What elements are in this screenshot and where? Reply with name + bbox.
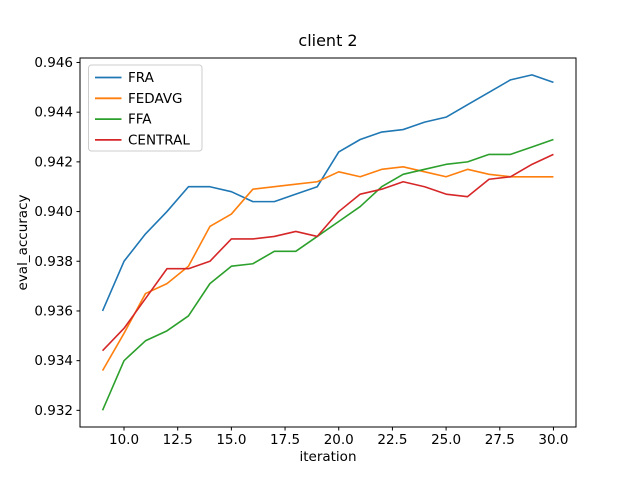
x-tick-label: 27.5 bbox=[485, 432, 515, 448]
y-axis-ticks: 0.932 0.934 0.936 0.938 0.940 0.942 0.944 0.946 bbox=[34, 55, 80, 419]
series-line-fra bbox=[101, 74, 554, 312]
legend-label-fedavg: FEDAVG bbox=[128, 91, 183, 107]
y-axis-label: eval_accuracy bbox=[15, 195, 31, 291]
x-tick-label: 10.0 bbox=[109, 432, 139, 448]
y-tick-label: 0.946 bbox=[34, 55, 73, 71]
series-lines bbox=[101, 74, 554, 411]
y-tick-label: 0.940 bbox=[34, 204, 73, 220]
axes-spines bbox=[79, 57, 577, 428]
legend: FRA FEDAVG FFA CENTRAL bbox=[88, 64, 203, 152]
x-tick-label: 17.5 bbox=[270, 432, 300, 448]
x-tick-label: 20.0 bbox=[324, 432, 354, 448]
y-tick-label: 0.938 bbox=[34, 254, 73, 270]
series-line-ffa bbox=[101, 138, 554, 411]
x-tick-label: 15.0 bbox=[216, 432, 246, 448]
y-tick-label: 0.936 bbox=[34, 303, 73, 319]
y-tick-label: 0.934 bbox=[34, 353, 73, 369]
series-line-fedavg bbox=[101, 166, 554, 371]
y-tick-label: 0.932 bbox=[34, 403, 73, 419]
legend-box bbox=[88, 64, 203, 152]
x-tick-label: 22.5 bbox=[377, 432, 407, 448]
y-tick-label: 0.942 bbox=[34, 154, 73, 170]
x-axis-label: iteration bbox=[299, 449, 356, 465]
legend-label-fra: FRA bbox=[128, 70, 155, 86]
x-axis-ticks: 10.0 12.5 15.0 17.5 20.0 22.5 25.0 27.5 30.0 bbox=[109, 427, 568, 448]
chart-title: client 2 bbox=[298, 31, 357, 50]
x-tick-label: 12.5 bbox=[163, 432, 193, 448]
x-tick-label: 25.0 bbox=[431, 432, 461, 448]
y-tick-label: 0.944 bbox=[34, 105, 73, 121]
plot-border bbox=[79, 57, 577, 428]
legend-label-ffa: FFA bbox=[128, 112, 152, 128]
series-line-central bbox=[101, 153, 554, 352]
x-tick-label: 30.0 bbox=[538, 432, 568, 448]
legend-label-central: CENTRAL bbox=[128, 132, 190, 148]
